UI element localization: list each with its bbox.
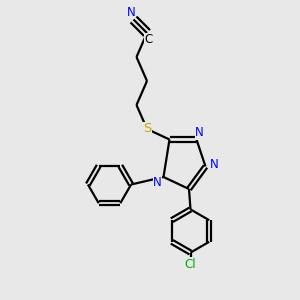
Text: N: N: [153, 176, 162, 189]
Text: C: C: [144, 33, 153, 46]
Text: N: N: [209, 158, 218, 172]
Text: Cl: Cl: [185, 257, 196, 271]
Text: N: N: [127, 6, 136, 20]
Text: N: N: [195, 126, 204, 140]
Text: S: S: [143, 122, 151, 136]
